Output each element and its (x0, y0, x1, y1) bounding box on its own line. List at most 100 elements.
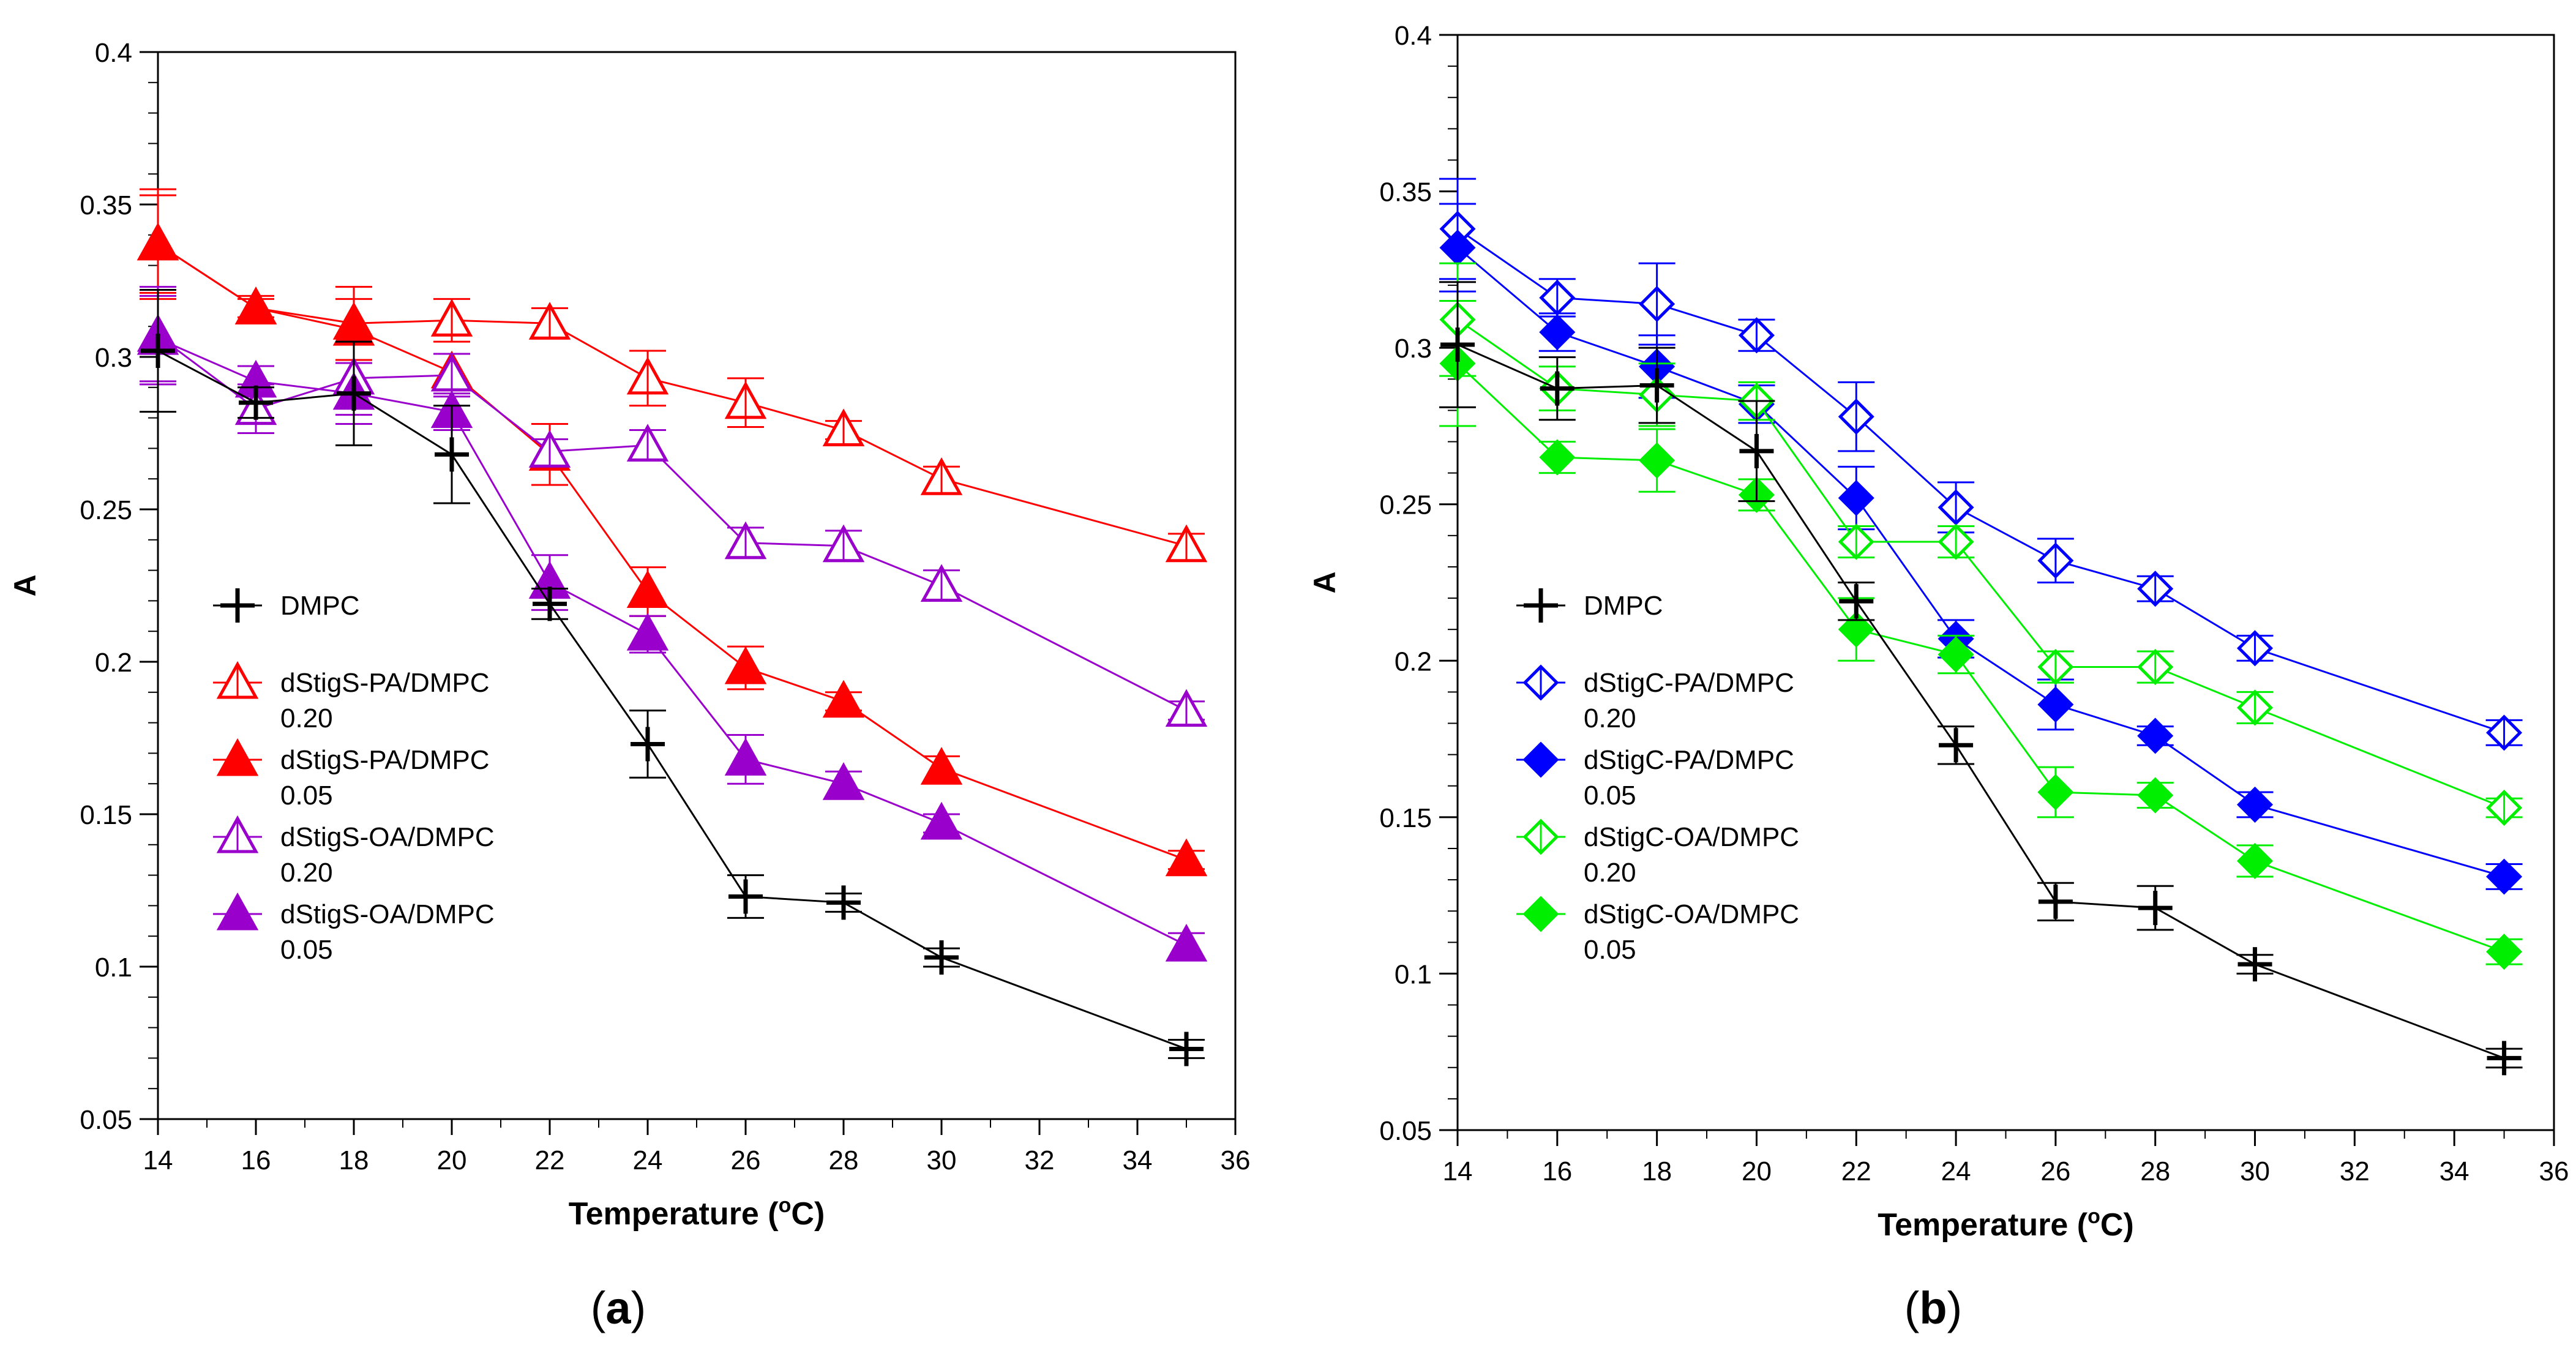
data-point (337, 376, 371, 411)
data-point (924, 940, 959, 975)
x-tick-label: 28 (829, 1145, 859, 1175)
marker-shape (1639, 442, 1676, 479)
data-point (626, 613, 669, 651)
data-point (724, 521, 767, 560)
data-point (1539, 314, 1576, 351)
legend-marker (1522, 664, 1559, 701)
marker-shape (1938, 636, 1974, 673)
y-tick-label: 0.4 (95, 38, 132, 68)
series-0 (140, 288, 1205, 1066)
data-point (1839, 584, 1874, 619)
series-line (1456, 362, 2505, 953)
marker-shape (1522, 896, 1559, 932)
legend-marker (216, 661, 259, 699)
marker-shape (2137, 777, 2174, 814)
x-tick-label: 36 (1221, 1145, 1251, 1175)
x-tick-label: 34 (1123, 1145, 1153, 1175)
data-point (2237, 689, 2274, 726)
legend-label-line2: 0.20 (280, 858, 333, 888)
data-point (1165, 838, 1208, 877)
legend-item: DMPC (1516, 588, 1663, 623)
series-line (1457, 228, 2505, 734)
marker-shape (920, 801, 963, 840)
series-line (157, 337, 1187, 946)
data-point (430, 353, 473, 392)
y-tick-label: 0.15 (1379, 803, 1432, 833)
data-point (2137, 717, 2174, 754)
data-point (822, 680, 865, 718)
legend-label: dStigS-PA/DMPC (280, 668, 490, 698)
marker-shape (2486, 934, 2523, 970)
y-tick-label: 0.3 (95, 343, 132, 373)
marker-shape (1539, 314, 1576, 351)
marker-shape (724, 738, 767, 776)
legend-item: dStigC-PA/DMPC 0.05 (1516, 741, 1794, 811)
data-point (626, 356, 669, 395)
data-point (1739, 433, 1774, 468)
x-tick-label: 14 (1443, 1156, 1473, 1186)
legend-marker (1524, 588, 1558, 623)
legend-item: dStigC-OA/DMPC 0.20 (1516, 818, 1799, 888)
marker-shape (2237, 786, 2274, 823)
marker-shape (216, 892, 259, 931)
x-axis-title: Temperature (oC) (1878, 1205, 2134, 1243)
data-point (1540, 371, 1574, 406)
marker-shape (2037, 774, 2074, 811)
x-tick-label: 32 (1025, 1145, 1055, 1175)
marker-shape (1838, 611, 1874, 648)
marker-shape (822, 762, 865, 800)
legend-marker (220, 588, 255, 623)
x-tick-label: 28 (2140, 1156, 2170, 1186)
data-point (430, 299, 473, 337)
data-point (1938, 489, 1974, 526)
x-tick-label: 16 (241, 1145, 271, 1175)
data-point (2137, 648, 2174, 686)
legend-label-line2: 0.20 (1584, 858, 1636, 888)
x-tick-label: 18 (1642, 1156, 1672, 1186)
data-point (2237, 630, 2274, 667)
x-tick-label: 20 (1742, 1156, 1772, 1186)
data-point (2237, 842, 2274, 879)
legend-label: dStigS-OA/DMPC (280, 822, 495, 852)
legend-item: dStigS-OA/DMPC 0.20 (213, 815, 495, 888)
legend-marker (216, 738, 259, 776)
legend-label: dStigS-OA/DMPC (280, 899, 495, 929)
series-2 (137, 194, 1208, 877)
data-point (1165, 524, 1208, 563)
data-point (141, 334, 175, 369)
x-axis-title: Temperature (oC) (569, 1194, 825, 1232)
x-tick-label: 26 (731, 1145, 761, 1175)
data-point (2037, 774, 2074, 811)
legend-label: dStigC-PA/DMPC (1584, 668, 1794, 698)
x-tick-label: 30 (927, 1145, 957, 1175)
legend-label-line2: 0.20 (280, 703, 333, 733)
data-point (1639, 442, 1676, 479)
legend-marker (216, 892, 259, 931)
data-point (2037, 686, 2074, 723)
legend-label: dStigC-PA/DMPC (1584, 745, 1794, 775)
marker-shape (234, 287, 277, 324)
data-point (826, 885, 861, 920)
data-point (724, 381, 767, 419)
legend-item: DMPC (213, 588, 360, 623)
data-point (1440, 328, 1475, 362)
x-tick-label: 24 (1941, 1156, 1971, 1186)
data-point (1639, 286, 1676, 323)
x-tick-label: 26 (2040, 1156, 2070, 1186)
panel-caption: (a) (591, 1283, 646, 1333)
legend-label: dStigC-OA/DMPC (1584, 899, 1799, 929)
data-point (435, 437, 469, 472)
legend-label: dStigS-PA/DMPC (280, 745, 490, 775)
legend-label: DMPC (280, 591, 360, 621)
legend-marker (1522, 741, 1559, 778)
data-point (2037, 542, 2074, 579)
marker-shape (2237, 842, 2274, 879)
legend-marker (216, 815, 259, 853)
series-line (1457, 318, 2505, 809)
data-point (920, 564, 963, 602)
marker-shape (822, 680, 865, 718)
legend-label-line2: 0.20 (1584, 703, 1636, 733)
y-tick-label: 0.15 (80, 800, 132, 830)
x-tick-label: 18 (339, 1145, 369, 1175)
marker-shape (216, 738, 259, 776)
